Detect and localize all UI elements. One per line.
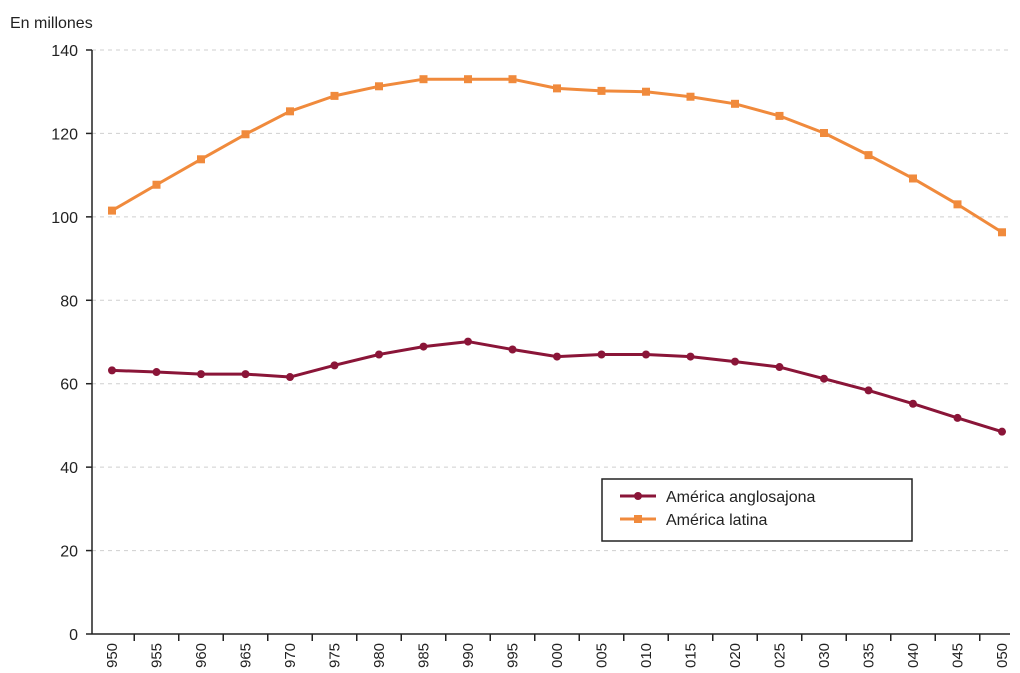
data-point (508, 75, 517, 84)
data-point (864, 386, 873, 395)
x-tick-label: 040 (905, 643, 922, 668)
data-point (553, 352, 561, 361)
data-point (152, 368, 161, 377)
x-tick-label: 035 (861, 643, 878, 668)
data-point (998, 427, 1006, 436)
y-tick-label: 40 (60, 460, 78, 477)
y-tick-label: 80 (60, 293, 78, 310)
x-tick-label: 975 (327, 643, 344, 668)
data-point (464, 75, 472, 84)
data-point (909, 399, 917, 408)
data-point (909, 174, 917, 183)
x-tick-label: 960 (193, 643, 210, 668)
x-axis-ticks: 950 955 960 965 970 975 980 985 990 995 000 005 010 0… (104, 634, 1011, 668)
x-tick-label: 985 (416, 643, 433, 668)
data-point (241, 130, 250, 139)
data-point (953, 413, 962, 422)
data-point (375, 350, 383, 359)
x-tick-label: 010 (638, 643, 655, 668)
y-axis-label: En millones (10, 15, 93, 32)
data-point (731, 357, 739, 366)
legend-marker-latina (634, 515, 642, 523)
x-tick-label: 970 (282, 643, 299, 668)
x-tick-label: 020 (727, 643, 744, 668)
x-tick-label: 000 (549, 643, 566, 668)
data-point (775, 363, 784, 372)
series-latina (108, 75, 1006, 237)
series (108, 75, 1006, 436)
y-tick-label: 140 (51, 43, 78, 60)
data-point (464, 337, 472, 346)
x-tick-label: 045 (950, 643, 967, 668)
legend-label-latina: América latina (666, 512, 767, 529)
data-point (686, 92, 695, 101)
data-point (330, 361, 339, 370)
y-tick-label: 60 (60, 377, 78, 394)
x-tick-label: 990 (460, 643, 477, 668)
data-point (419, 342, 428, 351)
data-point (197, 155, 205, 164)
series-anglosajona (108, 337, 1006, 436)
x-tick-label: 995 (505, 643, 522, 668)
data-point (820, 374, 828, 383)
data-point (241, 370, 250, 379)
data-point (286, 373, 294, 382)
y-tick-label: 20 (60, 544, 78, 561)
data-point (108, 206, 116, 215)
x-tick-label: 015 (683, 643, 700, 668)
data-point (597, 350, 606, 359)
data-point (820, 129, 828, 138)
data-point (953, 200, 962, 209)
y-tick-label: 100 (51, 210, 78, 227)
legend-box (601, 478, 913, 542)
data-point (508, 345, 517, 354)
legend-label-anglosajona: América anglosajona (666, 489, 816, 506)
data-point (686, 352, 695, 361)
data-point (286, 107, 294, 116)
axes (91, 50, 1010, 635)
data-point (597, 86, 606, 95)
data-point (731, 99, 739, 108)
legend-item-anglosajona: América anglosajona (620, 489, 816, 506)
x-tick-label: 950 (104, 643, 121, 668)
x-tick-label: 030 (816, 643, 833, 668)
legend-item-latina: América latina (620, 512, 767, 529)
data-point (108, 366, 116, 375)
x-tick-label: 025 (772, 643, 789, 668)
data-point (553, 84, 561, 93)
x-tick-label: 980 (371, 643, 388, 668)
y-axis-ticks: 0 20 40 60 80 100 120 140 (51, 43, 92, 644)
data-point (419, 75, 428, 84)
x-tick-label: 965 (238, 643, 255, 668)
x-tick-label: 005 (594, 643, 611, 668)
x-tick-label: 955 (149, 643, 166, 668)
x-tick-label: 050 (994, 643, 1011, 668)
y-tick-label: 0 (69, 627, 78, 644)
data-point (642, 350, 650, 359)
data-point (642, 87, 650, 96)
gridlines (92, 49, 1010, 552)
data-point (998, 228, 1006, 237)
data-point (775, 111, 784, 120)
data-point (375, 82, 383, 91)
data-point (152, 180, 161, 189)
legend: América anglosajona América latina (601, 478, 913, 542)
data-point (330, 91, 339, 100)
y-tick-label: 120 (51, 126, 78, 143)
data-point (864, 151, 873, 160)
legend-marker-anglosajona (634, 492, 642, 500)
data-point (197, 370, 205, 379)
